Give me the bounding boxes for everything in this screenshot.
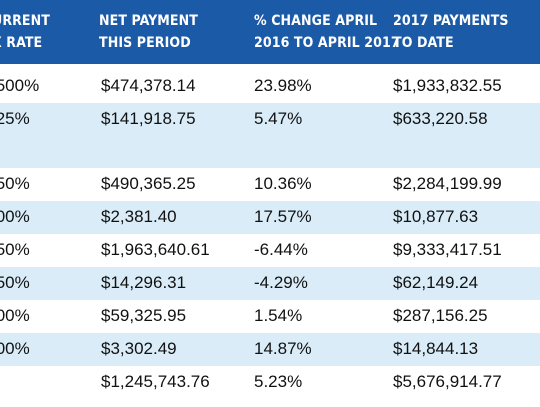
table-row: .50% $14,296.31 -4.29% $62,149.24 xyxy=(0,267,540,300)
net-payment-cell: $474,378.14 xyxy=(101,76,196,95)
table-row: .50% $490,365.25 10.36% $2,284,199.99 xyxy=(0,168,540,201)
tax-rate-cell: .00% xyxy=(0,339,30,358)
header-net-payment: NET PAYMENT THIS PERIOD xyxy=(99,13,198,51)
payments-to-date-cell: $2,284,199.99 xyxy=(393,174,502,193)
tax-rate-cell: .50% xyxy=(0,174,30,193)
net-payment-total: $1,245,743.76 xyxy=(101,372,210,391)
table-row: .00% $2,381.40 17.57% $10,877.63 xyxy=(0,201,540,234)
payments-to-date-cell: $10,877.63 xyxy=(393,207,479,226)
percent-change-cell: 5.47% xyxy=(254,109,303,128)
tax-rate-cell: .50% xyxy=(0,273,30,292)
net-payment-cell: $141,918.75 xyxy=(101,109,196,128)
payments-to-date-cell: $14,844.13 xyxy=(393,339,479,358)
table-row: .50% $1,963,640.61 -6.44% $9,333,417.51 xyxy=(0,234,540,267)
percent-change-cell: 23.98% xyxy=(254,76,312,95)
table-header: URRENT X RATE NET PAYMENT THIS PERIOD % … xyxy=(0,0,540,64)
table-row: .500% $474,378.14 23.98% $1,933,832.55 xyxy=(0,70,540,103)
percent-change-total: 5.23% xyxy=(254,372,303,391)
tax-rate-cell: .00% xyxy=(0,207,30,226)
header-percent-change: % CHANGE APRIL 2016 TO APRIL 2017 xyxy=(254,13,400,51)
percent-change-cell: 10.36% xyxy=(254,174,312,193)
net-payment-cell: $3,302.49 xyxy=(101,339,177,358)
net-payment-cell: $14,296.31 xyxy=(101,273,187,292)
payments-to-date-cell: $1,933,832.55 xyxy=(393,76,502,95)
net-payment-cell: $1,963,640.61 xyxy=(101,240,210,259)
payments-to-date-cell: $62,149.24 xyxy=(393,273,479,292)
percent-change-cell: 14.87% xyxy=(254,339,312,358)
total-row: $1,245,743.76 5.23% $5,676,914.77 xyxy=(0,366,540,402)
tax-rate-cell: .00% xyxy=(0,306,30,325)
payments-to-date-cell: $287,156.25 xyxy=(393,306,488,325)
payments-to-date-total: $5,676,914.77 xyxy=(393,372,502,391)
net-payment-cell: $490,365.25 xyxy=(101,174,196,193)
net-payment-cell: $2,381.40 xyxy=(101,207,177,226)
percent-change-cell: -6.44% xyxy=(254,240,308,259)
table-row: .25% $141,918.75 5.47% $633,220.58 xyxy=(0,103,540,168)
payments-to-date-cell: $633,220.58 xyxy=(393,109,488,128)
tax-rate-cell: .500% xyxy=(0,76,40,95)
header-tax-rate: URRENT X RATE xyxy=(0,13,50,51)
tax-rate-cell: .50% xyxy=(0,240,30,259)
header-payments-to-date: 2017 PAYMENTS TO DATE xyxy=(393,13,509,51)
table-row: .00% $59,325.95 1.54% $287,156.25 xyxy=(0,300,540,333)
percent-change-cell: 17.57% xyxy=(254,207,312,226)
tax-rate-cell: .25% xyxy=(0,109,30,128)
percent-change-cell: 1.54% xyxy=(254,306,303,325)
payments-to-date-cell: $9,333,417.51 xyxy=(393,240,502,259)
percent-change-cell: -4.29% xyxy=(254,273,308,292)
net-payment-cell: $59,325.95 xyxy=(101,306,187,325)
table-row: .00% $3,302.49 14.87% $14,844.13 xyxy=(0,333,540,366)
